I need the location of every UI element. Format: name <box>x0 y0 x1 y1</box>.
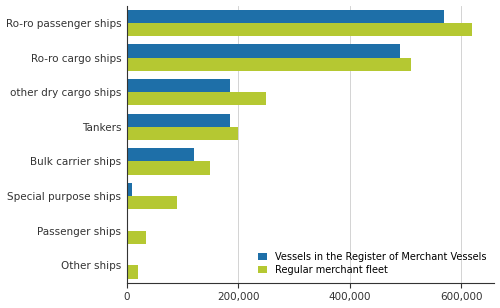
Bar <box>126 252 128 265</box>
Bar <box>126 183 132 196</box>
Bar <box>126 161 210 175</box>
Bar <box>126 196 177 209</box>
Bar <box>126 92 266 105</box>
Bar <box>126 44 400 58</box>
Bar <box>126 58 411 71</box>
Bar <box>126 114 230 127</box>
Bar <box>126 127 238 140</box>
Bar <box>126 148 194 161</box>
Bar <box>126 23 472 36</box>
Bar <box>126 217 128 231</box>
Bar <box>126 265 138 278</box>
Bar <box>126 79 230 92</box>
Bar <box>126 231 146 244</box>
Legend: Vessels in the Register of Merchant Vessels, Regular merchant fleet: Vessels in the Register of Merchant Vess… <box>255 249 490 278</box>
Bar <box>126 10 444 23</box>
